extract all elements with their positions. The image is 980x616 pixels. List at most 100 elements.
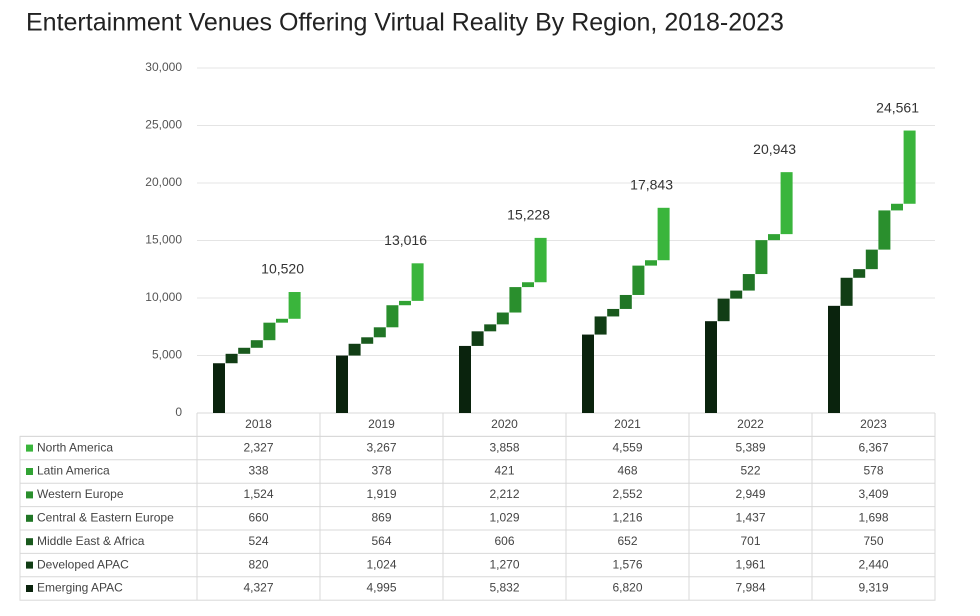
legend-label: Middle East & Africa [37,534,145,548]
y-tick-label: 15,000 [145,233,182,247]
table-cell: 4,559 [612,440,642,454]
legend-swatch [26,444,33,452]
table-cell: 869 [371,510,391,524]
table-cell: 7,984 [735,581,765,595]
y-tick-label: 10,000 [145,290,182,304]
table-cell: 660 [248,510,268,524]
table-cell: 378 [371,464,391,478]
bar-segment [705,321,717,413]
x-tick-label: 2021 [614,417,641,431]
bar-segment [276,318,288,323]
table-cell: 2,949 [735,487,765,501]
y-tick-label: 5,000 [152,348,182,362]
table-cell: 9,319 [858,581,888,595]
bar-segment [645,260,657,266]
table-cell: 1,216 [612,510,642,524]
legend-label: Central & Eastern Europe [37,510,174,524]
legend-swatch [26,561,33,569]
total-label: 24,561 [876,99,919,115]
bar-segment [336,355,348,413]
bar-segment [471,331,484,346]
table-cell: 1,576 [612,557,642,571]
table-cell: 578 [863,464,883,478]
bar-segment [865,249,878,270]
bar-segment [348,343,361,356]
legend-label: Developed APAC [37,557,129,571]
bar-segment [853,269,866,278]
table-cell: 2,212 [489,487,519,501]
table-cell: 820 [248,557,268,571]
table-cell: 701 [740,534,760,548]
legend-label: Emerging APAC [37,581,123,595]
table-cell: 5,832 [489,581,519,595]
bar-segment [780,172,793,235]
table-cell: 1,919 [366,487,396,501]
bar-segment [496,312,509,325]
legend-swatch [26,468,33,475]
table-cell: 5,389 [735,440,765,454]
bar-segment [509,287,522,313]
total-label: 13,016 [384,232,427,248]
y-tick-label: 25,000 [145,118,182,132]
bar-segment [840,277,853,306]
chart-title: Entertainment Venues Offering Virtual Re… [26,9,784,37]
total-label: 15,228 [507,207,550,223]
legend-swatch [26,491,33,499]
bar-segment [288,292,301,319]
table-cell: 4,327 [243,581,273,595]
table-cell: 6,367 [858,440,888,454]
bar-segment [607,308,620,317]
table-cell: 6,820 [612,581,642,595]
table-cell: 1,961 [735,557,765,571]
bar-segment [594,316,607,335]
bar-segment [411,263,424,301]
x-tick-label: 2020 [491,417,518,431]
y-tick-label: 30,000 [145,60,182,74]
bar-segment [582,334,594,413]
bar-segment [522,282,534,288]
bar-segment [903,130,916,204]
table-cell: 1,270 [489,557,519,571]
y-tick-label: 0 [175,405,182,419]
bar-segment [225,353,238,364]
bar-segment [755,240,768,275]
bar-segment [619,294,632,309]
table-cell: 1,524 [243,487,273,501]
legend-swatch [26,514,33,522]
table-cell: 564 [371,534,391,548]
bar-segment [742,274,755,291]
table-cell: 4,995 [366,581,396,595]
table-cell: 1,024 [366,557,396,571]
bar-segment [399,300,411,306]
bar-segment [361,337,374,344]
table-cell: 3,267 [366,440,396,454]
table-cell: 1,698 [858,510,888,524]
bar-segment [657,207,670,261]
bar-segment [717,298,730,322]
total-label: 10,520 [261,261,304,277]
table-cell: 338 [248,464,268,478]
bar-segment [250,340,263,348]
legend-label: North America [37,440,113,454]
legend-swatch [26,538,33,546]
table-cell: 522 [740,464,760,478]
table-cell: 2,552 [612,487,642,501]
table-cell: 2,440 [858,557,888,571]
bar-segment [263,322,276,341]
bar-segment [459,345,471,413]
legend-label: Western Europe [37,487,124,501]
table-cell: 750 [863,534,883,548]
bar-segment [828,305,840,413]
table-cell: 1,029 [489,510,519,524]
y-tick-label: 20,000 [145,175,182,189]
table-cell: 3,409 [858,487,888,501]
x-tick-label: 2022 [737,417,764,431]
legend-swatch [26,585,33,592]
table-cell: 1,437 [735,510,765,524]
x-tick-label: 2018 [245,417,272,431]
table-cell: 421 [494,464,514,478]
bar-segment [238,347,251,354]
bar-segment [386,305,399,328]
bar-segment [484,324,497,332]
